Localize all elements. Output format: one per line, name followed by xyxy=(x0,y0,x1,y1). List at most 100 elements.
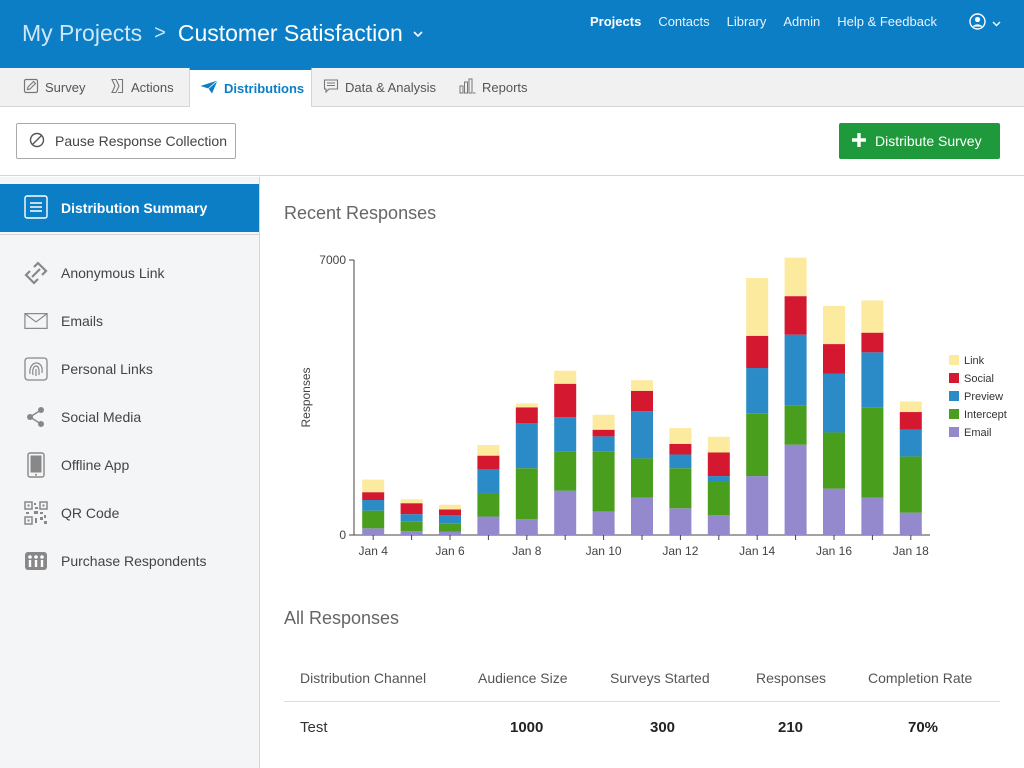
sidebar-item-qr-code[interactable]: QR Code xyxy=(0,493,259,533)
bar-segment-intercept xyxy=(823,432,845,489)
people-icon xyxy=(24,549,48,573)
list-icon xyxy=(24,194,61,222)
legend-swatch-social xyxy=(949,373,959,383)
tab-distributions[interactable]: Distributions xyxy=(189,67,312,107)
bar-segment-link xyxy=(784,257,807,297)
project-name[interactable]: Customer Satisfaction xyxy=(177,20,403,46)
table-row[interactable]: Test 1000 300 210 70% xyxy=(284,702,1000,752)
column-header-surveys-started: Surveys Started xyxy=(610,670,710,686)
pause-icon xyxy=(29,132,55,151)
tab-reports[interactable]: Reports xyxy=(459,68,528,107)
bar-segment-intercept xyxy=(669,468,692,509)
bar-segment-email xyxy=(631,497,653,535)
bar-segment-social xyxy=(515,407,538,424)
bar-segment-preview xyxy=(592,436,615,452)
bar-segment-email xyxy=(400,531,423,535)
bar-segment-intercept xyxy=(631,458,653,498)
sidebar-item-label: QR Code xyxy=(61,505,120,521)
bar-segment-social xyxy=(707,452,730,477)
user-menu[interactable] xyxy=(969,13,1001,35)
bar-segment-social xyxy=(439,509,461,516)
toolbar: Pause Response Collection Distribute Sur… xyxy=(0,107,1024,176)
bar-segment-intercept xyxy=(592,451,615,512)
bar-segment-preview xyxy=(439,515,461,524)
legend-label-intercept: Intercept xyxy=(964,409,1007,421)
chevron-down-icon xyxy=(992,19,1001,29)
cell-surveys-started: 300 xyxy=(650,718,676,736)
bar-segment-social xyxy=(669,443,692,455)
legend-label-preview: Preview xyxy=(964,391,1003,403)
bar-segment-intercept xyxy=(515,468,538,520)
sidebar-item-label: Emails xyxy=(61,313,104,329)
bar-segment-intercept xyxy=(707,481,730,516)
x-tick-label: Jan 14 xyxy=(739,544,775,558)
bar-segment-intercept xyxy=(899,456,922,513)
y-axis-label: Responses xyxy=(299,367,313,427)
tab-actions-label: Actions xyxy=(131,80,174,95)
project-tabs: Survey Actions Distributions Data & Anal… xyxy=(0,67,1024,107)
sidebar-item-personal-links[interactable]: Personal Links xyxy=(0,349,259,389)
bar-segment-link xyxy=(861,300,884,333)
bar-segment-social xyxy=(899,412,922,430)
sidebar-item-label: Purchase Respondents xyxy=(61,553,207,569)
bar-segment-link xyxy=(823,305,845,345)
distribute-survey-button[interactable]: Distribute Survey xyxy=(839,123,1000,159)
bar-segment-intercept xyxy=(784,405,807,445)
bar-segment-social xyxy=(362,492,385,501)
bar-segment-social xyxy=(477,455,500,470)
tab-reports-label: Reports xyxy=(482,80,528,95)
nav-library[interactable]: Library xyxy=(726,14,767,29)
bar-segment-preview xyxy=(515,423,538,469)
chevron-down-icon[interactable] xyxy=(413,26,423,41)
bar-segment-link xyxy=(554,370,577,384)
user-icon xyxy=(969,13,986,35)
bar-segment-link xyxy=(669,428,692,444)
tab-distributions-label: Distributions xyxy=(224,81,305,96)
bar-segment-email xyxy=(592,511,615,535)
sidebar-item-social-media[interactable]: Social Media xyxy=(0,397,259,437)
bar-segment-link xyxy=(746,278,769,336)
cell-distribution-channel: Test xyxy=(300,718,328,736)
bar-segment-email xyxy=(899,512,922,535)
tab-survey[interactable]: Survey xyxy=(23,68,85,107)
cell-completion-rate: 70% xyxy=(908,718,939,736)
bar-segment-email xyxy=(823,488,845,535)
bar-segment-social xyxy=(554,383,577,418)
legend-swatch-preview xyxy=(949,391,959,401)
top-header: My Projects > Customer Satisfaction Proj… xyxy=(0,0,1024,68)
x-tick-label: Jan 12 xyxy=(662,544,698,558)
bar-segment-intercept xyxy=(746,413,769,477)
bar-segment-email xyxy=(439,531,461,535)
bar-segment-preview xyxy=(784,334,807,406)
nav-help-feedback[interactable]: Help & Feedback xyxy=(837,14,937,29)
bar-segment-social xyxy=(784,296,807,335)
my-projects-link[interactable]: My Projects xyxy=(22,20,143,46)
nav-admin[interactable]: Admin xyxy=(783,14,821,29)
bar-segment-preview xyxy=(746,368,769,414)
sidebar-item-emails[interactable]: Emails xyxy=(0,301,259,341)
legend-label-link: Link xyxy=(964,355,985,367)
sidebar-item-label: Social Media xyxy=(61,409,142,425)
sidebar-item-anonymous-link[interactable]: Anonymous Link xyxy=(0,253,259,293)
sidebar-item-purchase-respondents[interactable]: Purchase Respondents xyxy=(0,541,259,581)
pause-response-collection-button[interactable]: Pause Response Collection xyxy=(16,123,236,159)
all-responses-title: All Responses xyxy=(284,608,400,628)
bar-segment-preview xyxy=(631,411,653,459)
bar-segment-intercept xyxy=(439,523,461,532)
bar-chart-icon xyxy=(459,78,482,97)
legend-label-social: Social xyxy=(964,373,994,385)
tab-actions[interactable]: Actions xyxy=(109,68,174,107)
recent-responses-chart: 0 7000 Responses Jan 4 Jan 6 Jan 8 Jan 10 Jan 1… xyxy=(299,253,1007,558)
sidebar-item-offline-app[interactable]: Offline App xyxy=(0,445,259,485)
tab-data-analysis[interactable]: Data & Analysis xyxy=(323,68,436,107)
nav-projects[interactable]: Projects xyxy=(590,14,642,29)
legend-swatch-email xyxy=(949,427,959,437)
sidebar-item-distribution-summary[interactable]: Distribution Summary xyxy=(0,184,259,232)
sidebar-divider xyxy=(0,234,259,235)
bar-segment-link xyxy=(707,436,730,453)
y-tick-label: 7000 xyxy=(319,253,346,267)
legend-swatch-intercept xyxy=(949,409,959,419)
bar-segment-intercept xyxy=(362,510,385,529)
nav-contacts[interactable]: Contacts xyxy=(658,14,710,29)
cell-responses: 210 xyxy=(778,718,804,736)
